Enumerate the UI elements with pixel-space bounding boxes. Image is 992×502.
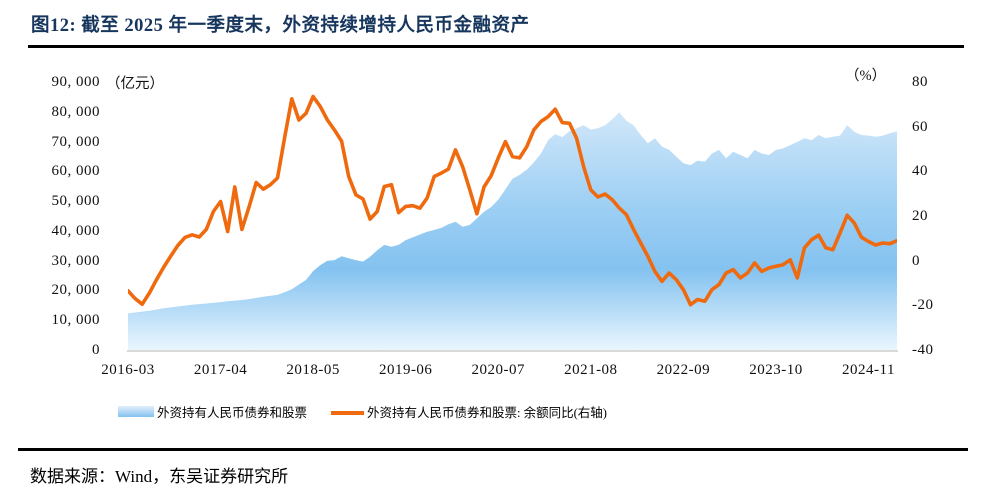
- y-right-tick-label: 20: [912, 208, 928, 224]
- y-left-tick-label: 50, 000: [51, 193, 100, 210]
- y-right-tick-label: 80: [912, 74, 928, 90]
- figure-title: 图12: 截至 2025 年一季度末，外资持续增持人民币金融资产: [31, 16, 530, 36]
- y-left-tick-label: 40, 000: [51, 222, 100, 239]
- left-axis-tick-labels: 90, 000 80, 000 70, 000 60, 000 50, 000 40, 0…: [10, 0, 100, 502]
- legend-area-label: 外资持有人民币债券和股票: [157, 406, 308, 420]
- x-axis-baseline: [127, 350, 898, 352]
- y-right-tick-label: -20: [912, 297, 934, 314]
- y-left-tick-label: 80, 000: [51, 103, 100, 120]
- source-divider-rule: [18, 448, 968, 451]
- x-tick-label: 2019-06: [378, 362, 433, 378]
- legend-area-swatch: [118, 406, 154, 417]
- x-tick-label: 2021-08: [564, 362, 618, 378]
- data-source-note: 数据来源：Wind，东吴证券研究所: [30, 467, 289, 486]
- legend-line-label: 外资持有人民币债券和股票: 余额同比(右轴): [367, 406, 607, 420]
- x-tick-label: 2024-11: [842, 362, 895, 378]
- x-tick-label: 2016-03: [101, 362, 155, 378]
- legend-line-swatch: [331, 411, 364, 415]
- y-right-tick-label: 40: [912, 163, 928, 180]
- y-right-tick-label: 0: [912, 252, 920, 269]
- right-axis-tick-labels: 80 60 40 20 0 -20 -40: [912, 0, 958, 502]
- x-tick-label: 2023-10: [749, 362, 803, 378]
- y-left-tick-label: 0: [92, 342, 100, 358]
- y-right-tick-label: 60: [912, 118, 928, 135]
- left-axis-unit-label: （亿元）: [106, 76, 164, 92]
- y-left-tick-label: 90, 000: [51, 74, 100, 90]
- y-left-tick-label: 70, 000: [51, 133, 100, 150]
- x-axis-tick-labels: 2016-03 2017-04 2018-05 2019-06 2020-07 2021-…: [0, 362, 992, 382]
- chart-plot-area: [126, 82, 899, 351]
- x-tick-label: 2018-05: [286, 362, 340, 378]
- right-axis-unit-label: （%）: [845, 68, 887, 84]
- x-tick-label: 2022-09: [656, 362, 711, 378]
- title-divider-rule: [28, 45, 964, 48]
- y-left-tick-label: 60, 000: [51, 163, 100, 180]
- line-series-yoy: [126, 94, 899, 307]
- chart-svg: [126, 94, 899, 351]
- y-left-tick-label: 20, 000: [51, 282, 100, 299]
- y-right-tick-label: -40: [912, 342, 934, 358]
- y-left-tick-label: 10, 000: [51, 312, 100, 329]
- area-series-holdings: [128, 112, 897, 351]
- x-tick-label: 2017-04: [193, 362, 248, 378]
- x-tick-label: 2020-07: [471, 362, 525, 378]
- y-left-tick-label: 30, 000: [51, 252, 100, 269]
